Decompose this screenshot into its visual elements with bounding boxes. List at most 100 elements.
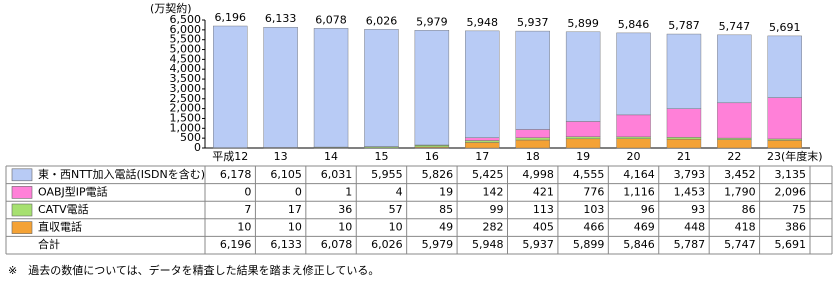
- table-cell: 418: [735, 221, 756, 234]
- y-tick-label: 0: [194, 141, 201, 154]
- x-tick-label: 23(年度末): [767, 149, 823, 163]
- total-label: 6,078: [315, 13, 347, 26]
- table-cell: 36: [338, 203, 352, 216]
- table-cell: 6,105: [270, 168, 302, 181]
- table-cell: 4,998: [522, 168, 554, 181]
- table-cell: 5,948: [472, 238, 504, 251]
- y-tick-label: 4,000: [170, 62, 202, 75]
- table-cell: 282: [483, 221, 504, 234]
- bar-segment: [213, 25, 248, 148]
- table-cell: 5,979: [422, 238, 454, 251]
- table-cell: 75: [792, 203, 806, 216]
- bar-segment: [364, 29, 399, 147]
- x-tick-label: 18: [526, 150, 540, 163]
- table-cell: 19: [439, 185, 453, 198]
- table-cell: 5,955: [371, 168, 403, 181]
- table-cell: 4,164: [623, 168, 655, 181]
- total-label: 5,937: [517, 16, 549, 29]
- bar-segment: [717, 102, 752, 139]
- bar-segment: [263, 27, 298, 148]
- table-cell: 5,846: [623, 238, 655, 251]
- bar-segment: [465, 30, 500, 138]
- bar-segment: [717, 34, 752, 104]
- x-tick-label: 17: [475, 150, 489, 163]
- total-label: 5,846: [618, 18, 650, 31]
- x-tick-label: 19: [576, 150, 590, 163]
- bar-segment: [313, 28, 349, 148]
- table-cell: 466: [583, 221, 604, 234]
- x-tick-label: 16: [425, 150, 439, 163]
- total-label: 6,196: [214, 11, 246, 24]
- y-tick-label: 500: [180, 131, 201, 144]
- total-label: 5,979: [416, 15, 448, 28]
- bar-segment: [465, 140, 500, 143]
- table-cell: 776: [583, 185, 604, 198]
- y-tick-label: 4,500: [170, 52, 202, 65]
- bar-segment: [565, 31, 601, 122]
- legend-swatch: [11, 168, 33, 182]
- table-cell: 1,116: [623, 185, 655, 198]
- bar-segment: [717, 139, 752, 149]
- y-tick-label: 1,500: [170, 111, 202, 124]
- table-cell: 2,096: [775, 185, 807, 198]
- bar-segment: [565, 136, 601, 140]
- table-cell: 142: [483, 185, 504, 198]
- table-cell: 57: [389, 203, 403, 216]
- table-cell: 5,747: [724, 238, 756, 251]
- bar-segment: [565, 138, 601, 149]
- y-tick-label: 2,000: [170, 102, 202, 115]
- total-label: 5,747: [719, 20, 751, 33]
- table-cell: 10: [338, 221, 352, 234]
- x-tick-label: 13: [274, 150, 288, 163]
- bar-segment: [616, 114, 651, 138]
- table-cell: 10: [389, 221, 403, 234]
- x-tick-label: 14: [324, 150, 338, 163]
- y-tick-label: 3,500: [170, 72, 202, 85]
- bar-segment: [414, 30, 450, 146]
- table-cell: 3,793: [674, 168, 706, 181]
- table-cell: 49: [439, 221, 453, 234]
- table-cell: 99: [490, 203, 504, 216]
- table-cell: 448: [684, 221, 705, 234]
- legend-swatch: [11, 186, 33, 199]
- total-label: 6,133: [265, 12, 297, 25]
- bar-segment: [515, 30, 550, 130]
- bar-segment: [666, 108, 702, 138]
- bar-segment: [666, 33, 702, 109]
- table-cell: 1,790: [724, 185, 756, 198]
- bar-segment: [465, 137, 500, 141]
- row-label: CATV電話: [38, 202, 89, 216]
- table-cell: 4: [396, 185, 403, 198]
- total-label: 5,787: [668, 19, 700, 32]
- table-cell: 17: [288, 203, 302, 216]
- legend-swatch: [11, 221, 33, 234]
- y-axis-label: (万契約): [150, 1, 192, 15]
- bar-segment: [767, 97, 802, 140]
- x-tick-label: 20: [627, 150, 641, 163]
- bar-segment: [767, 35, 802, 98]
- row-label: 合計: [38, 237, 60, 251]
- table-cell: 5,425: [472, 168, 504, 181]
- bar-segment: [616, 32, 651, 116]
- table-cell: 85: [439, 203, 453, 216]
- table-cell: 113: [533, 203, 554, 216]
- table-cell: 1,453: [674, 185, 706, 198]
- bar-segment: [767, 140, 802, 149]
- table-cell: 3,452: [724, 168, 756, 181]
- total-label: 5,691: [769, 21, 801, 34]
- bar-segment: [414, 145, 450, 148]
- table-cell: 5,787: [674, 238, 706, 251]
- table-cell: 0: [244, 185, 251, 198]
- y-tick-label: 5,500: [170, 33, 202, 46]
- table-cell: 5,937: [522, 238, 554, 251]
- table-cell: 93: [691, 203, 705, 216]
- x-tick-label: 平成12: [212, 150, 248, 163]
- bar-segment: [465, 142, 500, 149]
- table-cell: 96: [641, 203, 655, 216]
- total-label: 5,899: [567, 17, 599, 30]
- bar-segment: [666, 137, 702, 140]
- bar-segment: [666, 138, 702, 149]
- bar-segment: [767, 138, 802, 141]
- total-label: 6,026: [366, 14, 398, 27]
